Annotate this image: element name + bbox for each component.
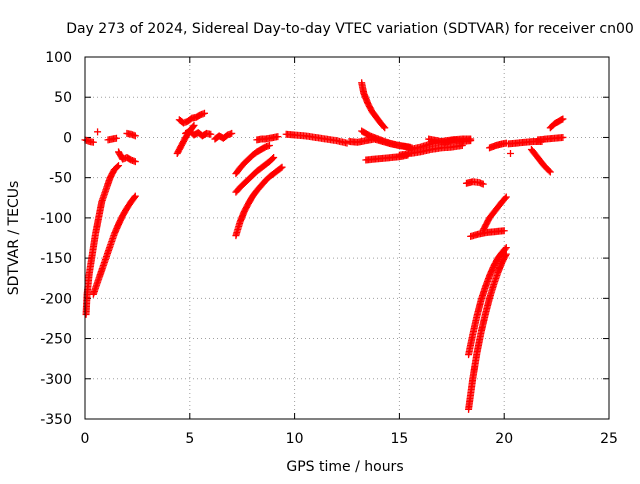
data-point [501,245,509,253]
data-segment [123,129,139,140]
y-tick-label: -250 [40,332,72,348]
data-point [270,154,278,162]
data-segment [465,244,510,359]
data-point [545,167,553,175]
x-tick-label: 10 [286,431,304,447]
data-point [502,250,510,258]
data-segment [232,154,278,196]
data-point [265,141,273,149]
x-tick-label: 20 [495,431,513,447]
data-point [381,124,389,132]
data-segment [546,115,567,132]
data-segment [89,192,139,298]
data-segment [479,193,510,234]
data-point [500,227,508,235]
data-point [467,137,475,145]
data-point [269,155,277,163]
data-point [559,115,567,123]
data-segment [104,134,120,144]
data-segment [232,141,273,178]
y-tick-label: -100 [40,211,72,227]
data-point [479,180,487,188]
data-segment [527,146,554,176]
x-tick-label: 15 [390,431,408,447]
data-segment [232,163,286,240]
data-point [458,141,466,149]
data-segment [465,250,510,413]
data-point [189,123,197,131]
data-segment [253,133,282,144]
y-tick-label: -350 [40,412,72,428]
data-point [501,194,509,202]
x-axis-label: GPS time / hours [286,459,403,475]
axis-ticks: 0 5 10 15 20 25 100 50 0 -50 -100 -150 -200 -250 -300 -… [40,50,618,447]
y-tick-label: -50 [49,171,72,187]
data-segment [425,135,475,146]
data-point [112,134,120,142]
data-point [89,138,97,146]
x-tick-label: 25 [600,431,618,447]
y-axis-label: SDTVAR / TECUs [6,181,22,296]
chart-title: Day 273 of 2024, Sidereal Day-to-day VTE… [66,21,634,37]
data-series [81,79,567,413]
y-tick-label: 50 [54,90,72,106]
data-point [277,164,285,172]
data-segment [94,128,102,136]
data-point [380,123,388,131]
data-segment [358,127,416,152]
data-segment [82,162,123,318]
data-segment [534,133,567,144]
data-segment [175,109,208,127]
data-point [131,132,139,140]
data-point [190,121,198,129]
data-point [546,168,554,176]
y-tick-label: -150 [40,251,72,267]
data-point [130,193,138,201]
data-point [502,193,510,201]
data-point [94,128,102,136]
data-point [131,192,139,200]
data-segment [182,127,215,140]
data-segment [282,130,351,147]
x-tick-label: 5 [185,431,194,447]
data-segment [506,150,514,158]
data-point [207,130,215,138]
data-segment [211,129,236,143]
data-point [131,158,139,166]
data-point [559,133,567,141]
data-segment [173,121,198,158]
data-point [506,150,514,158]
data-point [502,251,510,259]
y-tick-label: 0 [63,130,72,146]
y-tick-label: 100 [45,50,72,66]
data-point [228,129,236,137]
x-tick-label: 0 [81,431,90,447]
data-point [115,162,123,170]
data-segment [462,178,487,188]
data-point [113,163,121,171]
grid [85,57,609,419]
data-point [274,133,282,141]
plot-frame [84,56,610,420]
data-point [278,163,286,171]
y-tick-label: -300 [40,372,72,388]
data-point [502,244,510,252]
data-segment [358,79,389,132]
data-point [200,109,208,117]
data-segment [115,148,139,166]
y-tick-label: -200 [40,291,72,307]
data-segment [486,139,510,152]
data-segment [395,141,466,159]
